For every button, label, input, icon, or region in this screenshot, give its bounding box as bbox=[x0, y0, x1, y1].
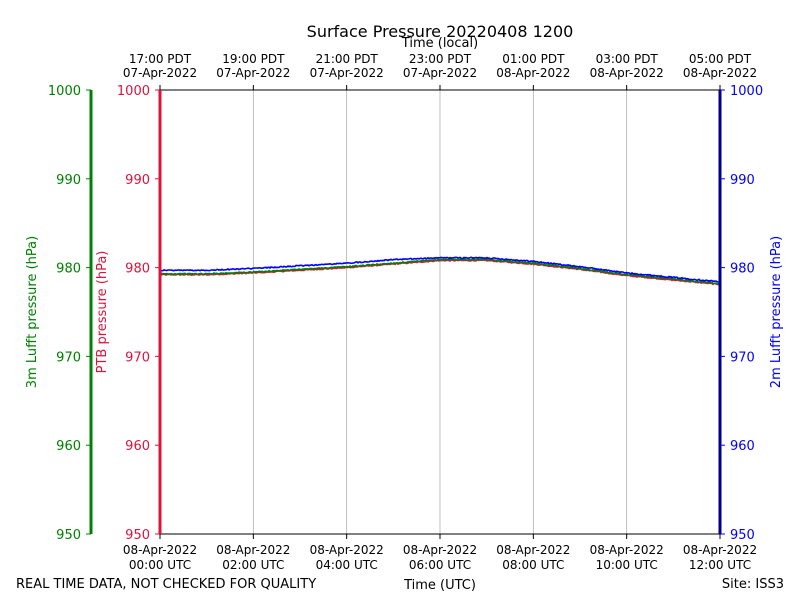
quality-note: REAL TIME DATA, NOT CHECKED FOR QUALITY bbox=[16, 577, 316, 592]
grid-lines bbox=[252, 90, 628, 534]
bottom-tick-date: 08-Apr-2022 bbox=[496, 543, 570, 557]
left-y-tick-label: 960 bbox=[125, 439, 150, 454]
series-group bbox=[159, 256, 721, 286]
bottom-tick-date: 08-Apr-2022 bbox=[123, 543, 197, 557]
top-tick-date: 07-Apr-2022 bbox=[123, 66, 197, 80]
top-tick-time: 17:00 PDT bbox=[129, 52, 192, 66]
site-label: Site: ISS3 bbox=[722, 577, 784, 592]
bottom-tick-date: 08-Apr-2022 bbox=[310, 543, 384, 557]
top-tick-date: 08-Apr-2022 bbox=[496, 66, 570, 80]
left-y-tick-label: 950 bbox=[125, 528, 150, 543]
bottom-axis-title: Time (UTC) bbox=[403, 578, 476, 593]
bottom-tick-time: 10:00 UTC bbox=[596, 558, 658, 572]
series-line-2m-lufft-pressure bbox=[159, 256, 721, 283]
far-left-y-tick-label: 1000 bbox=[48, 84, 81, 99]
right-y-tick-label: 980 bbox=[730, 262, 755, 277]
top-tick-time: 21:00 PDT bbox=[316, 52, 379, 66]
top-tick-date: 08-Apr-2022 bbox=[590, 66, 664, 80]
top-tick-time: 01:00 PDT bbox=[502, 52, 565, 66]
bottom-tick-time: 00:00 UTC bbox=[129, 558, 191, 572]
top-tick-date: 07-Apr-2022 bbox=[310, 66, 384, 80]
left-y-tick-label: 980 bbox=[125, 262, 150, 277]
left-y-tick-label: 970 bbox=[125, 350, 150, 365]
bottom-tick-date: 08-Apr-2022 bbox=[403, 543, 477, 557]
top-tick-date: 07-Apr-2022 bbox=[216, 66, 290, 80]
right-y-tick-label: 990 bbox=[730, 173, 755, 188]
bottom-tick-date: 08-Apr-2022 bbox=[216, 543, 290, 557]
chart-title: Surface Pressure 20220408 1200 bbox=[307, 22, 574, 41]
far-left-y-tick-label: 990 bbox=[56, 173, 81, 188]
top-tick-date: 07-Apr-2022 bbox=[403, 66, 477, 80]
far-left-y-tick-label: 980 bbox=[56, 262, 81, 277]
bottom-tick-date: 08-Apr-2022 bbox=[683, 543, 757, 557]
series-line-3m-lufft-pressure bbox=[159, 258, 721, 285]
right-axis-label: 2m Lufft pressure (hPa) bbox=[769, 236, 784, 388]
top-tick-time: 23:00 PDT bbox=[409, 52, 472, 66]
far-left-y-tick-label: 960 bbox=[56, 439, 81, 454]
top-axis-title: Time (local) bbox=[401, 36, 478, 51]
top-tick-time: 03:00 PDT bbox=[596, 52, 659, 66]
right-y-tick-label: 1000 bbox=[730, 84, 763, 99]
y-ticks: 950 950 950 960 960 960 970 970 970 980 980 980 990 9… bbox=[48, 84, 763, 543]
top-tick-date: 08-Apr-2022 bbox=[683, 66, 757, 80]
far-left-y-tick-label: 970 bbox=[56, 350, 81, 365]
bottom-tick-date: 08-Apr-2022 bbox=[590, 543, 664, 557]
right-y-tick-label: 950 bbox=[730, 528, 755, 543]
top-tick-time: 19:00 PDT bbox=[222, 52, 285, 66]
left-y-tick-label: 990 bbox=[125, 173, 150, 188]
left-y-tick-label: 1000 bbox=[117, 84, 150, 99]
top-tick-time: 05:00 PDT bbox=[689, 52, 752, 66]
bottom-tick-time: 06:00 UTC bbox=[409, 558, 471, 572]
far-left-y-tick-label: 950 bbox=[56, 528, 81, 543]
left-axis-label: PTB pressure (hPa) bbox=[95, 251, 110, 374]
bottom-tick-time: 02:00 UTC bbox=[222, 558, 284, 572]
right-y-tick-label: 970 bbox=[730, 350, 755, 365]
right-y-tick-label: 960 bbox=[730, 439, 755, 454]
far-left-axis-label: 3m Lufft pressure (hPa) bbox=[25, 236, 40, 388]
bottom-tick-time: 04:00 UTC bbox=[316, 558, 378, 572]
bottom-tick-time: 08:00 UTC bbox=[502, 558, 564, 572]
bottom-tick-time: 12:00 UTC bbox=[689, 558, 751, 572]
